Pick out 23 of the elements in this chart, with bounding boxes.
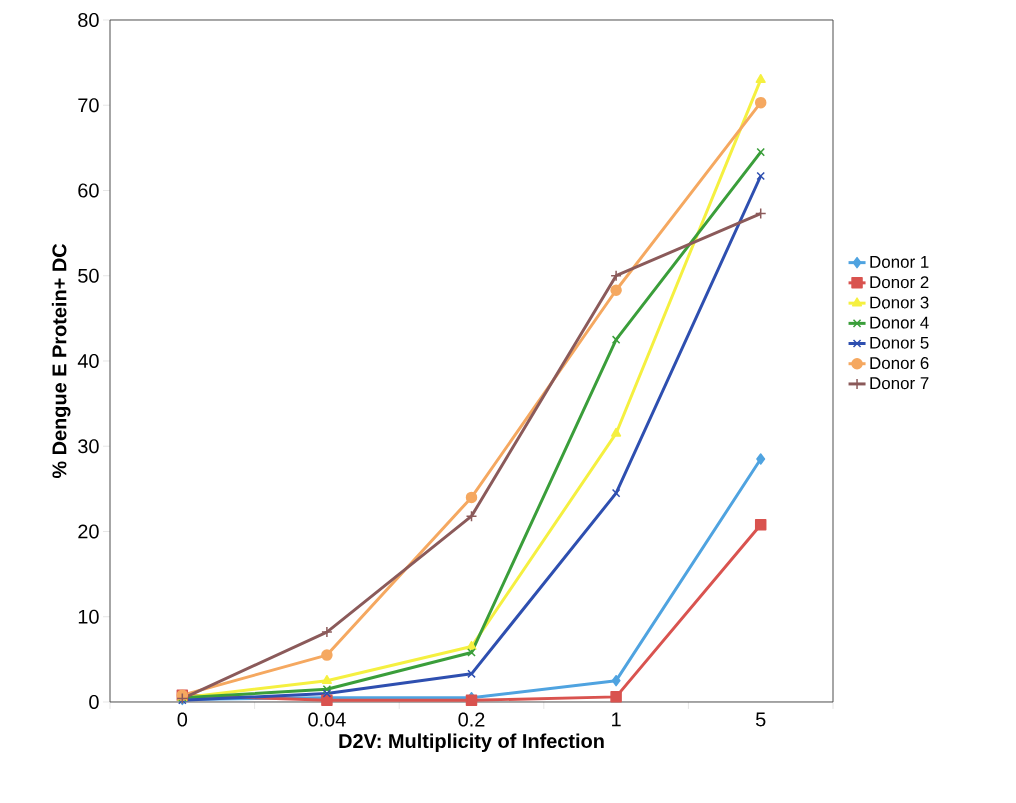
y-axis-title: % Dengue E Protein+ DC [51,243,71,479]
y-tick-label: 50 [78,268,99,283]
y-tick-label: 0 [89,694,99,710]
legend-label: Donor 5 [870,336,929,349]
legend-label: Donor 4 [870,316,929,329]
x-tick-label: 0 [177,712,188,727]
y-tick-label: 10 [78,609,99,624]
legend-label: Donor 1 [870,256,929,268]
x-tick-label: 0.2 [458,712,485,727]
y-tick-label: 70 [78,98,99,113]
y-tick-label: 40 [77,353,99,369]
y-tick-label: 80 [78,12,99,28]
x-tick-label: 5 [755,712,766,727]
x-tick-label: 1 [612,712,621,727]
x-tick-label: 0.04 [308,712,346,727]
y-tick-label: 30 [78,439,99,454]
legend-label: Donor 3 [870,296,929,309]
x-axis-title: D2V: Multiplicity of Infection [339,733,604,753]
legend-label: Donor 6 [870,357,929,370]
y-tick-label: 20 [78,524,99,539]
y-tick-label: 60 [78,183,99,198]
legend-label: Donor 2 [870,276,929,289]
legend-label: Donor 7 [870,377,929,390]
